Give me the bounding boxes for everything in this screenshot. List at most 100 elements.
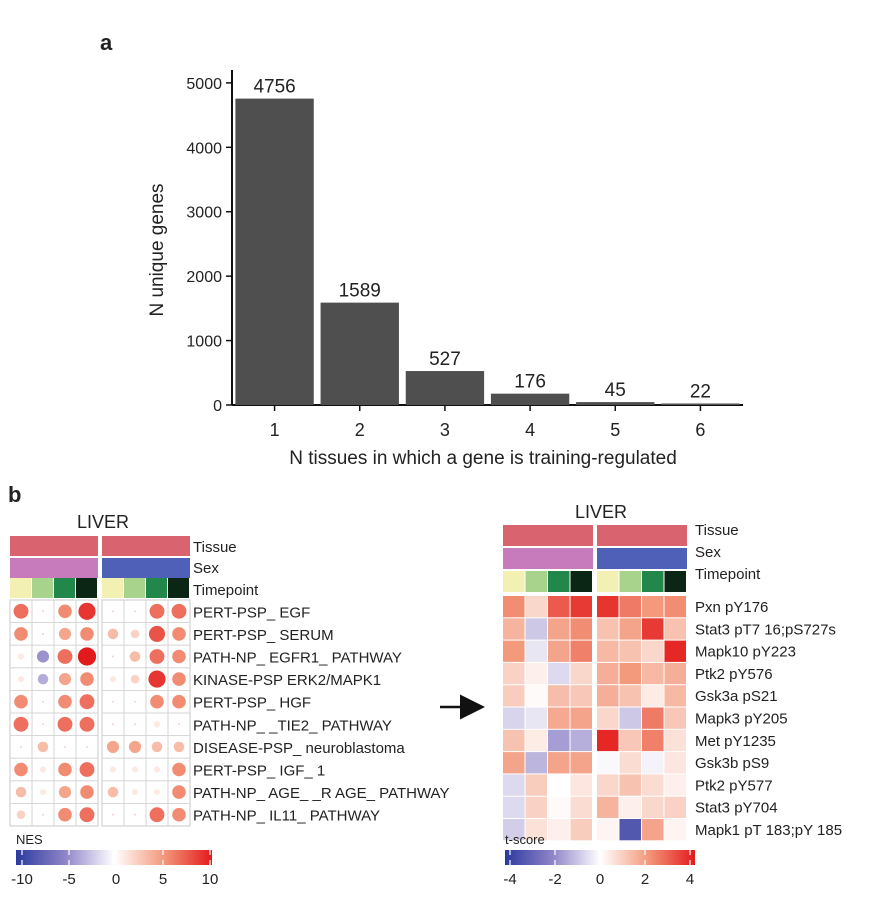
- left-heatmap-title: LIVER: [77, 512, 129, 532]
- nes-dot: [58, 673, 72, 686]
- tscore-tile: [597, 618, 619, 640]
- nes-dot: [37, 673, 49, 685]
- right-row-label: Mapk3 pY205: [695, 711, 788, 728]
- bar: [405, 371, 485, 405]
- tscore-tile: [619, 596, 641, 618]
- tscore-tile: [619, 640, 641, 662]
- bar-value-label: 4756: [253, 77, 295, 98]
- nes-dot: [172, 807, 186, 822]
- nes-dot: [130, 674, 140, 684]
- tscore-tile: [619, 774, 641, 796]
- tscore-tile: [664, 774, 686, 796]
- tscore-tile: [664, 662, 686, 685]
- x-tick-label: 2: [355, 420, 365, 440]
- nes-dot: [86, 745, 88, 748]
- nes-dot: [109, 676, 117, 683]
- timepoint-cell: [124, 578, 145, 598]
- sex-bar: [10, 558, 98, 578]
- timepoint-cell: [32, 578, 53, 598]
- left-dot-heatmap: [9, 599, 191, 827]
- nes-dot: [148, 670, 166, 688]
- timepoint-cell: [146, 578, 167, 598]
- left-row-label: PERT-PSP_ HGF: [193, 695, 311, 712]
- left-tissue-label: Tissue: [193, 539, 237, 556]
- tscore-tile: [642, 796, 664, 818]
- sex-bar: [503, 548, 593, 569]
- nes-legend-title: NES: [16, 832, 43, 847]
- tscore-tile: [619, 662, 641, 685]
- tscore-tile: [642, 774, 664, 796]
- nes-dot: [42, 632, 44, 635]
- tscore-tile: [503, 774, 525, 796]
- bar: [490, 393, 570, 405]
- nes-dot: [148, 625, 166, 642]
- nes-dot: [17, 653, 25, 660]
- tscore-tile: [548, 707, 570, 729]
- right-row-label: Met pY1235: [695, 733, 776, 750]
- nes-dot: [172, 762, 186, 777]
- nes-dot: [112, 700, 114, 703]
- tscore-tile: [525, 685, 547, 707]
- nes-dot: [131, 789, 139, 796]
- x-axis-label: N tissues in which a gene is training-re…: [289, 448, 677, 469]
- tscore-tile: [642, 618, 664, 640]
- nes-dot: [149, 603, 165, 619]
- bar: [576, 402, 655, 405]
- tscore-tile: [597, 707, 619, 729]
- nes-dot: [153, 721, 161, 728]
- legend-tick-label: 10: [202, 871, 219, 888]
- tscore-tile: [642, 819, 664, 841]
- left-row-label: KINASE-PSP ERK2/MAPK1: [193, 672, 381, 689]
- left-timepoint-label: Timepoint: [193, 582, 259, 599]
- tscore-tile: [503, 596, 525, 618]
- x-tick-label: 3: [440, 420, 450, 440]
- right-timepoint-label: Timepoint: [695, 566, 761, 583]
- tscore-tile: [642, 640, 664, 662]
- nes-dot: [106, 740, 120, 753]
- tscore-tile: [548, 618, 570, 640]
- tscore-tile: [570, 819, 592, 841]
- tscore-tile: [619, 819, 641, 841]
- tscore-tile: [548, 729, 570, 752]
- tscore-tile: [503, 819, 525, 841]
- nes-dot: [36, 650, 50, 663]
- nes-dot: [79, 807, 95, 823]
- bar-value-label: 22: [690, 382, 711, 403]
- tscore-tile: [664, 752, 686, 774]
- tscore-tile: [619, 752, 641, 774]
- tscore-tile: [525, 819, 547, 841]
- nes-dot: [79, 762, 95, 777]
- tscore-tile: [570, 685, 592, 707]
- tscore-tile: [548, 796, 570, 818]
- tscore-tile: [525, 640, 547, 662]
- legend-tick-label: -2: [548, 871, 561, 888]
- nes-dot: [134, 610, 136, 613]
- tscore-tile: [548, 640, 570, 662]
- left-row-label: PERT-PSP_ IGF_ 1: [193, 763, 325, 780]
- nes-dot: [14, 627, 28, 641]
- nes-dot: [134, 700, 136, 703]
- timepoint-cell: [570, 571, 592, 592]
- nes-dot: [79, 716, 95, 732]
- y-tick-label: 5000: [186, 76, 222, 93]
- tscore-tile: [597, 774, 619, 796]
- tscore-tile: [619, 618, 641, 640]
- tscore-tile: [597, 596, 619, 618]
- tscore-tile: [597, 729, 619, 752]
- y-tick-label: 3000: [186, 205, 222, 222]
- nes-dot: [130, 629, 140, 639]
- left-sex-label: Sex: [193, 560, 219, 577]
- tscore-tile: [570, 707, 592, 729]
- right-row-label: Mapk10 pY223: [695, 644, 796, 661]
- timepoint-cell: [10, 578, 31, 598]
- right-row-label: Stat3 pY704: [695, 800, 778, 817]
- right-row-labels: Pxn pY176 Stat3 pT7 16;pS727s Mapk10 pY223…: [695, 599, 842, 839]
- tscore-tile: [503, 729, 525, 752]
- bar: [235, 98, 314, 405]
- right-row-label: Pxn pY176: [695, 599, 768, 616]
- nes-dot: [172, 672, 186, 686]
- tscore-tile: [548, 774, 570, 796]
- bar: [661, 403, 740, 405]
- right-row-label: Stat3 pT7 16;pS727s: [695, 621, 836, 638]
- right-tile-heatmap: [503, 596, 686, 841]
